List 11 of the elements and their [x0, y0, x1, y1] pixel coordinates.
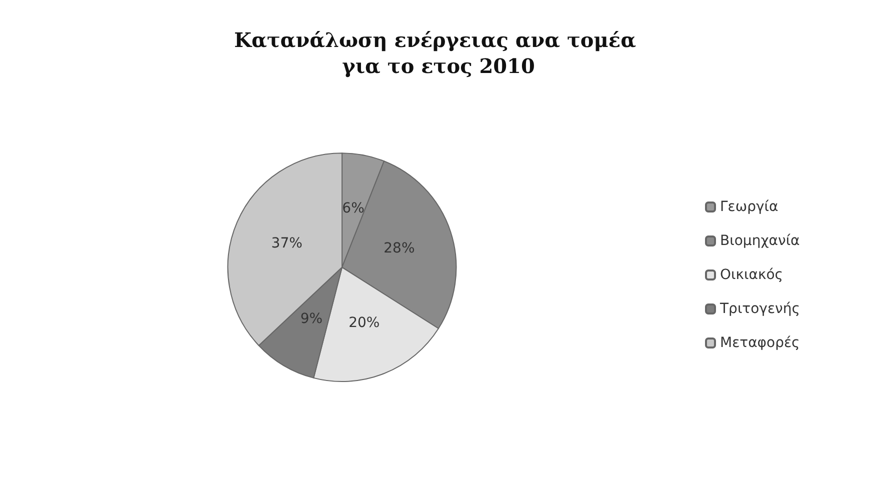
data-label: 37% — [271, 235, 302, 252]
legend-label: Βιομηχανία — [720, 233, 800, 249]
data-label: 6% — [342, 200, 364, 216]
data-label: 9% — [300, 311, 323, 328]
data-label: 28% — [384, 240, 415, 257]
data-label: 20% — [348, 315, 380, 332]
legend-label: Γεωργία — [720, 199, 778, 215]
legend-label: Μεταφορές — [720, 335, 800, 351]
chart-title: Κατανάλωση ενέργειας ανα τομέα για το ετος 2010 — [234, 28, 643, 78]
legend-label: Τριτογενής — [719, 301, 800, 317]
legend-label: Οικιακός — [720, 267, 784, 283]
